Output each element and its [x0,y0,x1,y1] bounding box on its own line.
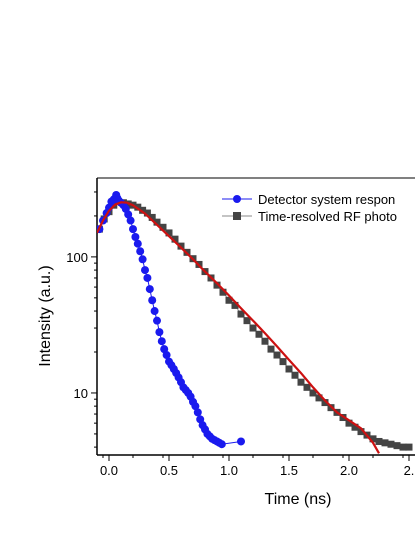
y-axis-label: Intensity (a.u.) [37,265,54,366]
series-detector-point [131,233,140,242]
series-timeresolved-point [165,229,173,237]
series-timeresolved-point [159,223,167,231]
series-detector-point [145,285,154,294]
series-timeresolved-point [321,399,329,407]
series-detector-point [124,210,133,219]
series-timeresolved-point [369,435,377,443]
series-timeresolved-point [309,389,317,397]
series-timeresolved-point [357,428,365,436]
series-detector-point [157,337,166,346]
series-timeresolved-point [213,281,221,289]
ticks-layer: 0.0 0.5 1.0 1.5 2.0 2. 10 100 [66,191,415,478]
series-detector-point [133,239,142,248]
series-detector-point [153,316,161,325]
series-timeresolved-point [225,296,233,304]
series-timeresolved-point [405,443,413,451]
series-timeresolved-point [375,437,383,445]
series-detector-point [138,255,147,264]
y-tick-label: 100 [66,250,88,265]
series-timeresolved-point [291,371,299,379]
x-tick-label: 2.0 [340,463,358,478]
series-detector-point [217,440,226,449]
series-timeresolved-point [273,351,281,359]
series-detector-point [143,273,152,282]
series-fit-line [97,201,380,454]
series-detector-point [193,408,202,417]
series-timeresolved-point [153,218,161,226]
series-timeresolved-line [98,201,409,448]
series-detector-point [155,328,164,337]
series-timeresolved-point [393,442,401,450]
series-timeresolved-point [315,394,323,402]
x-tick-label: 0.0 [100,463,118,478]
x-tick-label: 1.5 [280,463,298,478]
series-detector-point [162,351,171,360]
series-timeresolved-point [171,235,179,243]
series-timeresolved-point [237,310,245,318]
x-tick-label: 0.5 [160,463,178,478]
series-detector-point [141,266,149,275]
x-axis-label: Time (ns) [265,491,332,508]
y-tick-label: 10 [74,386,88,401]
series-timeresolved-point [351,423,359,431]
series-layer [97,191,413,454]
series-detector-point [191,402,200,411]
series-detector-point [126,216,135,225]
legend-label-detector: Detector system respon [258,192,395,207]
series-timeresolved-point [285,365,293,373]
series-timeresolved-point [303,383,311,391]
series-timeresolved-point [267,345,275,353]
legend-marker-detector [233,195,241,203]
series-timeresolved-point [143,209,151,217]
x-tick-label: 1.0 [220,463,238,478]
series-timeresolved-point [345,419,353,427]
series-detector-point [129,225,137,234]
series-timeresolved-point [249,324,257,332]
x-tick-label: 2. [404,463,415,478]
series-timeresolved-point [279,358,287,366]
series-timeresolved-point [134,203,142,211]
series-timeresolved-point [243,317,251,325]
series-detector-point [136,247,145,256]
series-timeresolved-point [255,330,263,338]
series-timeresolved-point [297,378,305,386]
series-timeresolved-point [261,337,269,345]
legend-marker-timeresolved [233,212,241,220]
series-timeresolved-point [231,301,239,309]
series-timeresolved-point [148,213,156,221]
series-timeresolved-point [219,288,227,296]
series-timeresolved-point [139,206,147,214]
series-detector-point [148,296,157,305]
series-detector-point [150,307,159,316]
series-timeresolved-point [387,440,395,448]
legend-label-timeresolved: Time-resolved RF photo [258,209,397,224]
series-detector-point [237,437,245,446]
axes-frame [96,177,415,456]
series-timeresolved-point [381,439,389,447]
series-timeresolved-point [399,443,407,451]
legend: Detector system respon Time-resolved RF … [222,192,397,224]
